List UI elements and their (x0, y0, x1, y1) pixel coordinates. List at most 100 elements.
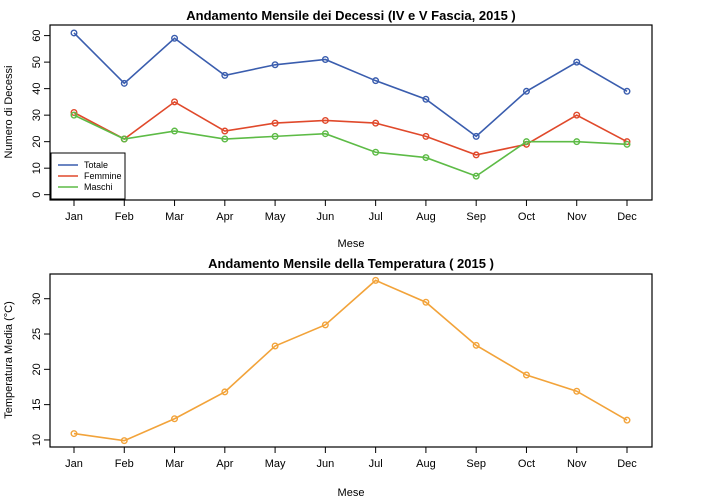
data-point-totale-feb (120, 79, 128, 87)
data-point-femmine-nov (573, 111, 581, 119)
data-point-temperatura-apr (221, 388, 229, 396)
deaths-y-tick-label-40: 40 (31, 83, 43, 95)
data-point-temperatura-oct (522, 371, 530, 379)
deaths-y-tick-label-30: 30 (31, 109, 43, 121)
temperature-plot-frame (49, 273, 653, 448)
data-point-totale-jul (372, 77, 380, 85)
data-point-temperatura-may (271, 342, 279, 350)
data-point-maschi-feb (120, 135, 128, 143)
data-point-femmine-sep (472, 151, 480, 159)
temperature-ticks: Jan Feb Mar Apr May Jun Jul Aug Sep Oct Nov Dec 10 15… (31, 293, 637, 470)
temperature-y-tick-label-15: 15 (31, 399, 43, 411)
deaths-y-tick-label-0: 0 (31, 192, 43, 198)
deaths-plot-frame (49, 24, 653, 201)
data-point-maschi-sep (472, 172, 480, 180)
deaths-x-tick-label-aug: Aug (416, 211, 436, 223)
data-point-maschi-jan (70, 111, 78, 119)
temperature-x-tick-label-mar: Mar (165, 458, 184, 470)
temperature-series (70, 276, 631, 445)
data-point-maschi-apr (221, 135, 229, 143)
data-point-maschi-nov (573, 138, 581, 146)
data-point-totale-jan (70, 29, 78, 37)
temperature-x-tick-label-sep: Sep (466, 458, 486, 470)
data-point-totale-aug (422, 95, 430, 103)
data-point-femmine-apr (221, 127, 229, 135)
data-point-totale-jun (321, 55, 329, 63)
temperature-x-tick-label-aug: Aug (416, 458, 436, 470)
series-line-maschi (73, 114, 628, 178)
data-point-temperatura-feb (120, 437, 128, 445)
deaths-x-tick-label-jan: Jan (65, 211, 83, 223)
deaths-x-tick-label-dec: Dec (617, 211, 637, 223)
series-line-femmine (73, 100, 628, 156)
temperature-x-tick-label-oct: Oct (518, 458, 535, 470)
temperature-chart-title: Andamento Mensile della Temperatura ( 20… (208, 256, 494, 271)
data-point-maschi-dec (623, 140, 631, 148)
deaths-x-tick-label-nov: Nov (567, 211, 587, 223)
series-line-totale (73, 32, 628, 138)
data-point-maschi-mar (171, 127, 179, 135)
deaths-x-tick-label-may: May (265, 211, 286, 223)
temperature-y-tick-label-25: 25 (31, 328, 43, 340)
deaths-x-tick-label-sep: Sep (466, 211, 486, 223)
temperature-y-tick-label-20: 20 (31, 363, 43, 375)
data-point-temperatura-aug (422, 298, 430, 306)
temperature-x-tick-label-apr: Apr (216, 458, 233, 470)
temperature-x-tick-label-jun: Jun (316, 458, 334, 470)
deaths-y-axis-label: Numero di Decessi (3, 66, 15, 159)
deaths-y-tick-label-60: 60 (31, 29, 43, 41)
data-point-maschi-oct (522, 138, 530, 146)
deaths-x-tick-label-oct: Oct (518, 211, 535, 223)
data-point-femmine-may (271, 119, 279, 127)
deaths-x-tick-label-feb: Feb (115, 211, 134, 223)
deaths-chart-title: Andamento Mensile dei Decessi (IV e V Fa… (186, 8, 515, 23)
temperature-x-tick-label-jul: Jul (369, 458, 383, 470)
temperature-y-tick-label-30: 30 (31, 293, 43, 305)
data-point-maschi-jul (372, 148, 380, 156)
data-point-temperatura-jan (70, 430, 78, 438)
deaths-x-tick-label-jun: Jun (316, 211, 334, 223)
legend-label-totale: Totale (84, 160, 108, 170)
temperature-x-tick-label-dec: Dec (617, 458, 637, 470)
temperature-chart: Andamento Mensile della Temperatura ( 20… (3, 256, 653, 499)
data-point-totale-nov (573, 58, 581, 66)
data-point-temperatura-dec (623, 416, 631, 424)
temperature-x-tick-label-jan: Jan (65, 458, 83, 470)
data-point-temperatura-jul (372, 276, 380, 284)
temperature-x-tick-label-may: May (265, 458, 286, 470)
temperature-x-tick-label-nov: Nov (567, 458, 587, 470)
temperature-x-axis-label: Mese (338, 487, 365, 499)
data-point-temperatura-sep (472, 341, 480, 349)
data-point-femmine-jul (372, 119, 380, 127)
deaths-x-tick-label-jul: Jul (369, 211, 383, 223)
deaths-x-tick-label-apr: Apr (216, 211, 233, 223)
deaths-x-axis-label: Mese (338, 238, 365, 250)
data-point-totale-sep (472, 132, 480, 140)
data-point-femmine-dec (623, 138, 631, 146)
legend-label-femmine: Femmine (84, 171, 122, 181)
series-line-temperatura (73, 279, 628, 442)
data-point-maschi-may (271, 132, 279, 140)
deaths-series (70, 29, 631, 180)
data-point-totale-may (271, 61, 279, 69)
data-point-temperatura-jun (321, 321, 329, 329)
data-point-femmine-mar (171, 98, 179, 106)
deaths-ticks: Jan Feb Mar Apr May Jun Jul Aug Sep Oct Nov Dec 0 10 2… (31, 29, 637, 223)
deaths-x-tick-label-mar: Mar (165, 211, 184, 223)
data-point-temperatura-nov (573, 387, 581, 395)
data-point-maschi-aug (422, 154, 430, 162)
temperature-y-axis-label: Temperatura Media (°C) (3, 301, 15, 419)
deaths-y-tick-label-20: 20 (31, 136, 43, 148)
legend-label-maschi: Maschi (84, 182, 113, 192)
data-point-femmine-jun (321, 116, 329, 124)
data-point-temperatura-mar (171, 415, 179, 423)
data-point-maschi-jun (321, 130, 329, 138)
temperature-x-tick-label-feb: Feb (115, 458, 134, 470)
deaths-chart: Andamento Mensile dei Decessi (IV e V Fa… (3, 8, 653, 250)
data-point-totale-apr (221, 71, 229, 79)
data-point-totale-mar (171, 34, 179, 42)
deaths-y-tick-label-50: 50 (31, 56, 43, 68)
deaths-y-tick-label-10: 10 (31, 162, 43, 174)
